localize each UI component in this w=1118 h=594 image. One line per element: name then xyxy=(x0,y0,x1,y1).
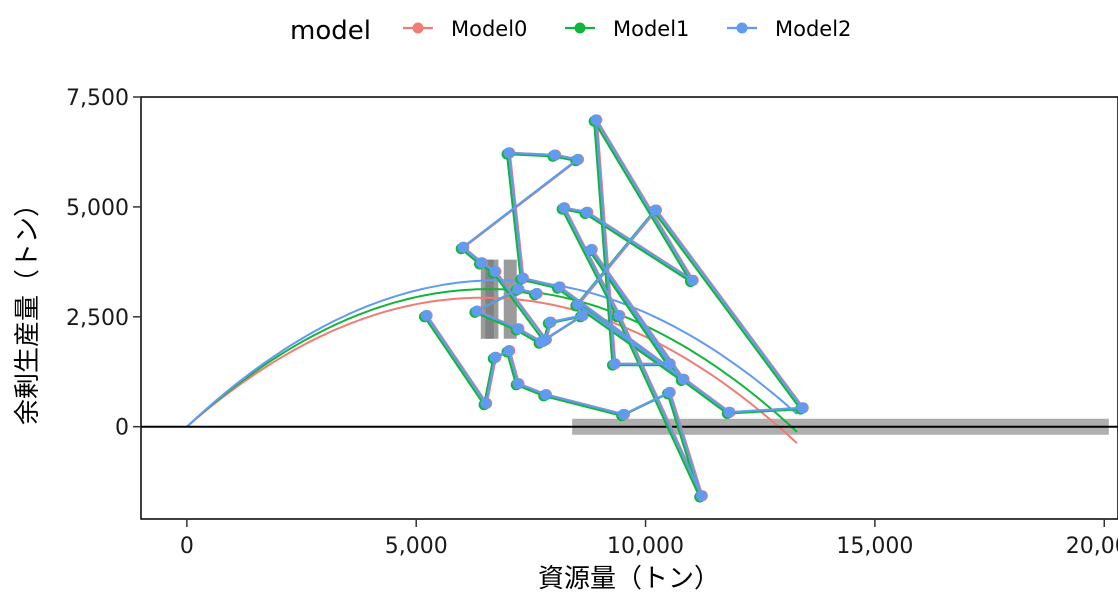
x-tick-label-3: 15,000 xyxy=(836,534,913,559)
point-model2-26 xyxy=(572,153,584,165)
panel-border xyxy=(140,96,1118,520)
y-tick-label-3: 7,500 xyxy=(66,86,129,111)
plot-panel xyxy=(140,96,1118,520)
legend-key-point-model1 xyxy=(574,22,586,34)
y-axis: 0 2,500 5,000 7,500 xyxy=(66,86,141,441)
y-tick-label-0: 0 xyxy=(115,416,129,441)
point-model2-9 xyxy=(613,310,625,321)
legend: model Model0 Model1 Model2 xyxy=(290,16,851,46)
series-model2 xyxy=(420,114,808,502)
curve-model1 xyxy=(186,288,798,433)
point-model2-27 xyxy=(457,241,469,253)
point-model2-22 xyxy=(553,281,565,293)
point-model2-14 xyxy=(608,358,620,370)
point-model2-31 xyxy=(544,316,556,328)
point-model2-24 xyxy=(503,147,515,159)
point-model2-23 xyxy=(517,272,529,284)
x-tick-label-4: 20,000 xyxy=(1066,534,1118,559)
point-model2-32 xyxy=(576,310,588,321)
point-model2-4 xyxy=(512,378,524,390)
legend-key-point-model2 xyxy=(736,22,748,34)
model-curves xyxy=(186,279,798,444)
point-model2-17 xyxy=(677,373,689,385)
point-model2-36 xyxy=(512,283,524,295)
x-tick-label-2: 10,000 xyxy=(607,534,684,559)
y-tick-label-2: 5,000 xyxy=(66,196,129,221)
point-model2-6 xyxy=(618,408,629,420)
point-model2-2 xyxy=(489,351,501,363)
legend-entry-model0: Model0 xyxy=(403,17,527,41)
point-model2-34 xyxy=(512,323,524,335)
x-axis: 0 5,000 10,000 15,000 20,000 xyxy=(180,519,1118,559)
y-axis-title: 余剰生産量（トン） xyxy=(13,191,43,425)
point-model2-21 xyxy=(723,406,735,418)
point-model2-3 xyxy=(503,345,515,357)
curve-model2 xyxy=(186,279,798,428)
point-model2-7 xyxy=(663,386,675,398)
legend-title: model xyxy=(290,16,371,46)
legend-key-point-model0 xyxy=(412,22,424,34)
legend-label-model2: Model2 xyxy=(775,17,851,41)
path-model2 xyxy=(425,118,804,497)
point-model2-19 xyxy=(650,204,662,216)
point-model2-18 xyxy=(572,299,584,310)
point-model2-33 xyxy=(535,336,547,348)
point-model2-35 xyxy=(471,305,483,317)
point-model2-5 xyxy=(540,389,552,401)
point-model2-29 xyxy=(489,266,501,277)
point-model2-37 xyxy=(530,288,542,299)
y-tick-label-1: 2,500 xyxy=(66,306,129,331)
point-model2-11 xyxy=(581,206,593,218)
x-tick-label-0: 0 xyxy=(180,534,194,559)
point-model2-16 xyxy=(585,244,597,255)
legend-entry-model1: Model1 xyxy=(565,17,689,41)
point-model2-15 xyxy=(663,358,675,370)
point-model2-8 xyxy=(696,490,707,502)
legend-label-model0: Model0 xyxy=(451,17,527,41)
point-model2-12 xyxy=(686,274,698,286)
point-model2-28 xyxy=(475,257,487,269)
point-model2-0 xyxy=(420,310,432,321)
point-model2-13 xyxy=(590,114,602,126)
curve-model0 xyxy=(186,296,798,444)
point-model2-1 xyxy=(480,397,492,409)
x-tick-label-1: 5,000 xyxy=(385,534,448,559)
point-model2-10 xyxy=(558,202,570,214)
legend-entry-model2: Model2 xyxy=(727,17,851,41)
point-model2-25 xyxy=(549,149,561,161)
legend-label-model1: Model1 xyxy=(613,17,689,41)
x-axis-title: 資源量（トン） xyxy=(538,564,720,594)
point-model2-20 xyxy=(796,402,808,414)
observed-paths xyxy=(419,114,809,503)
